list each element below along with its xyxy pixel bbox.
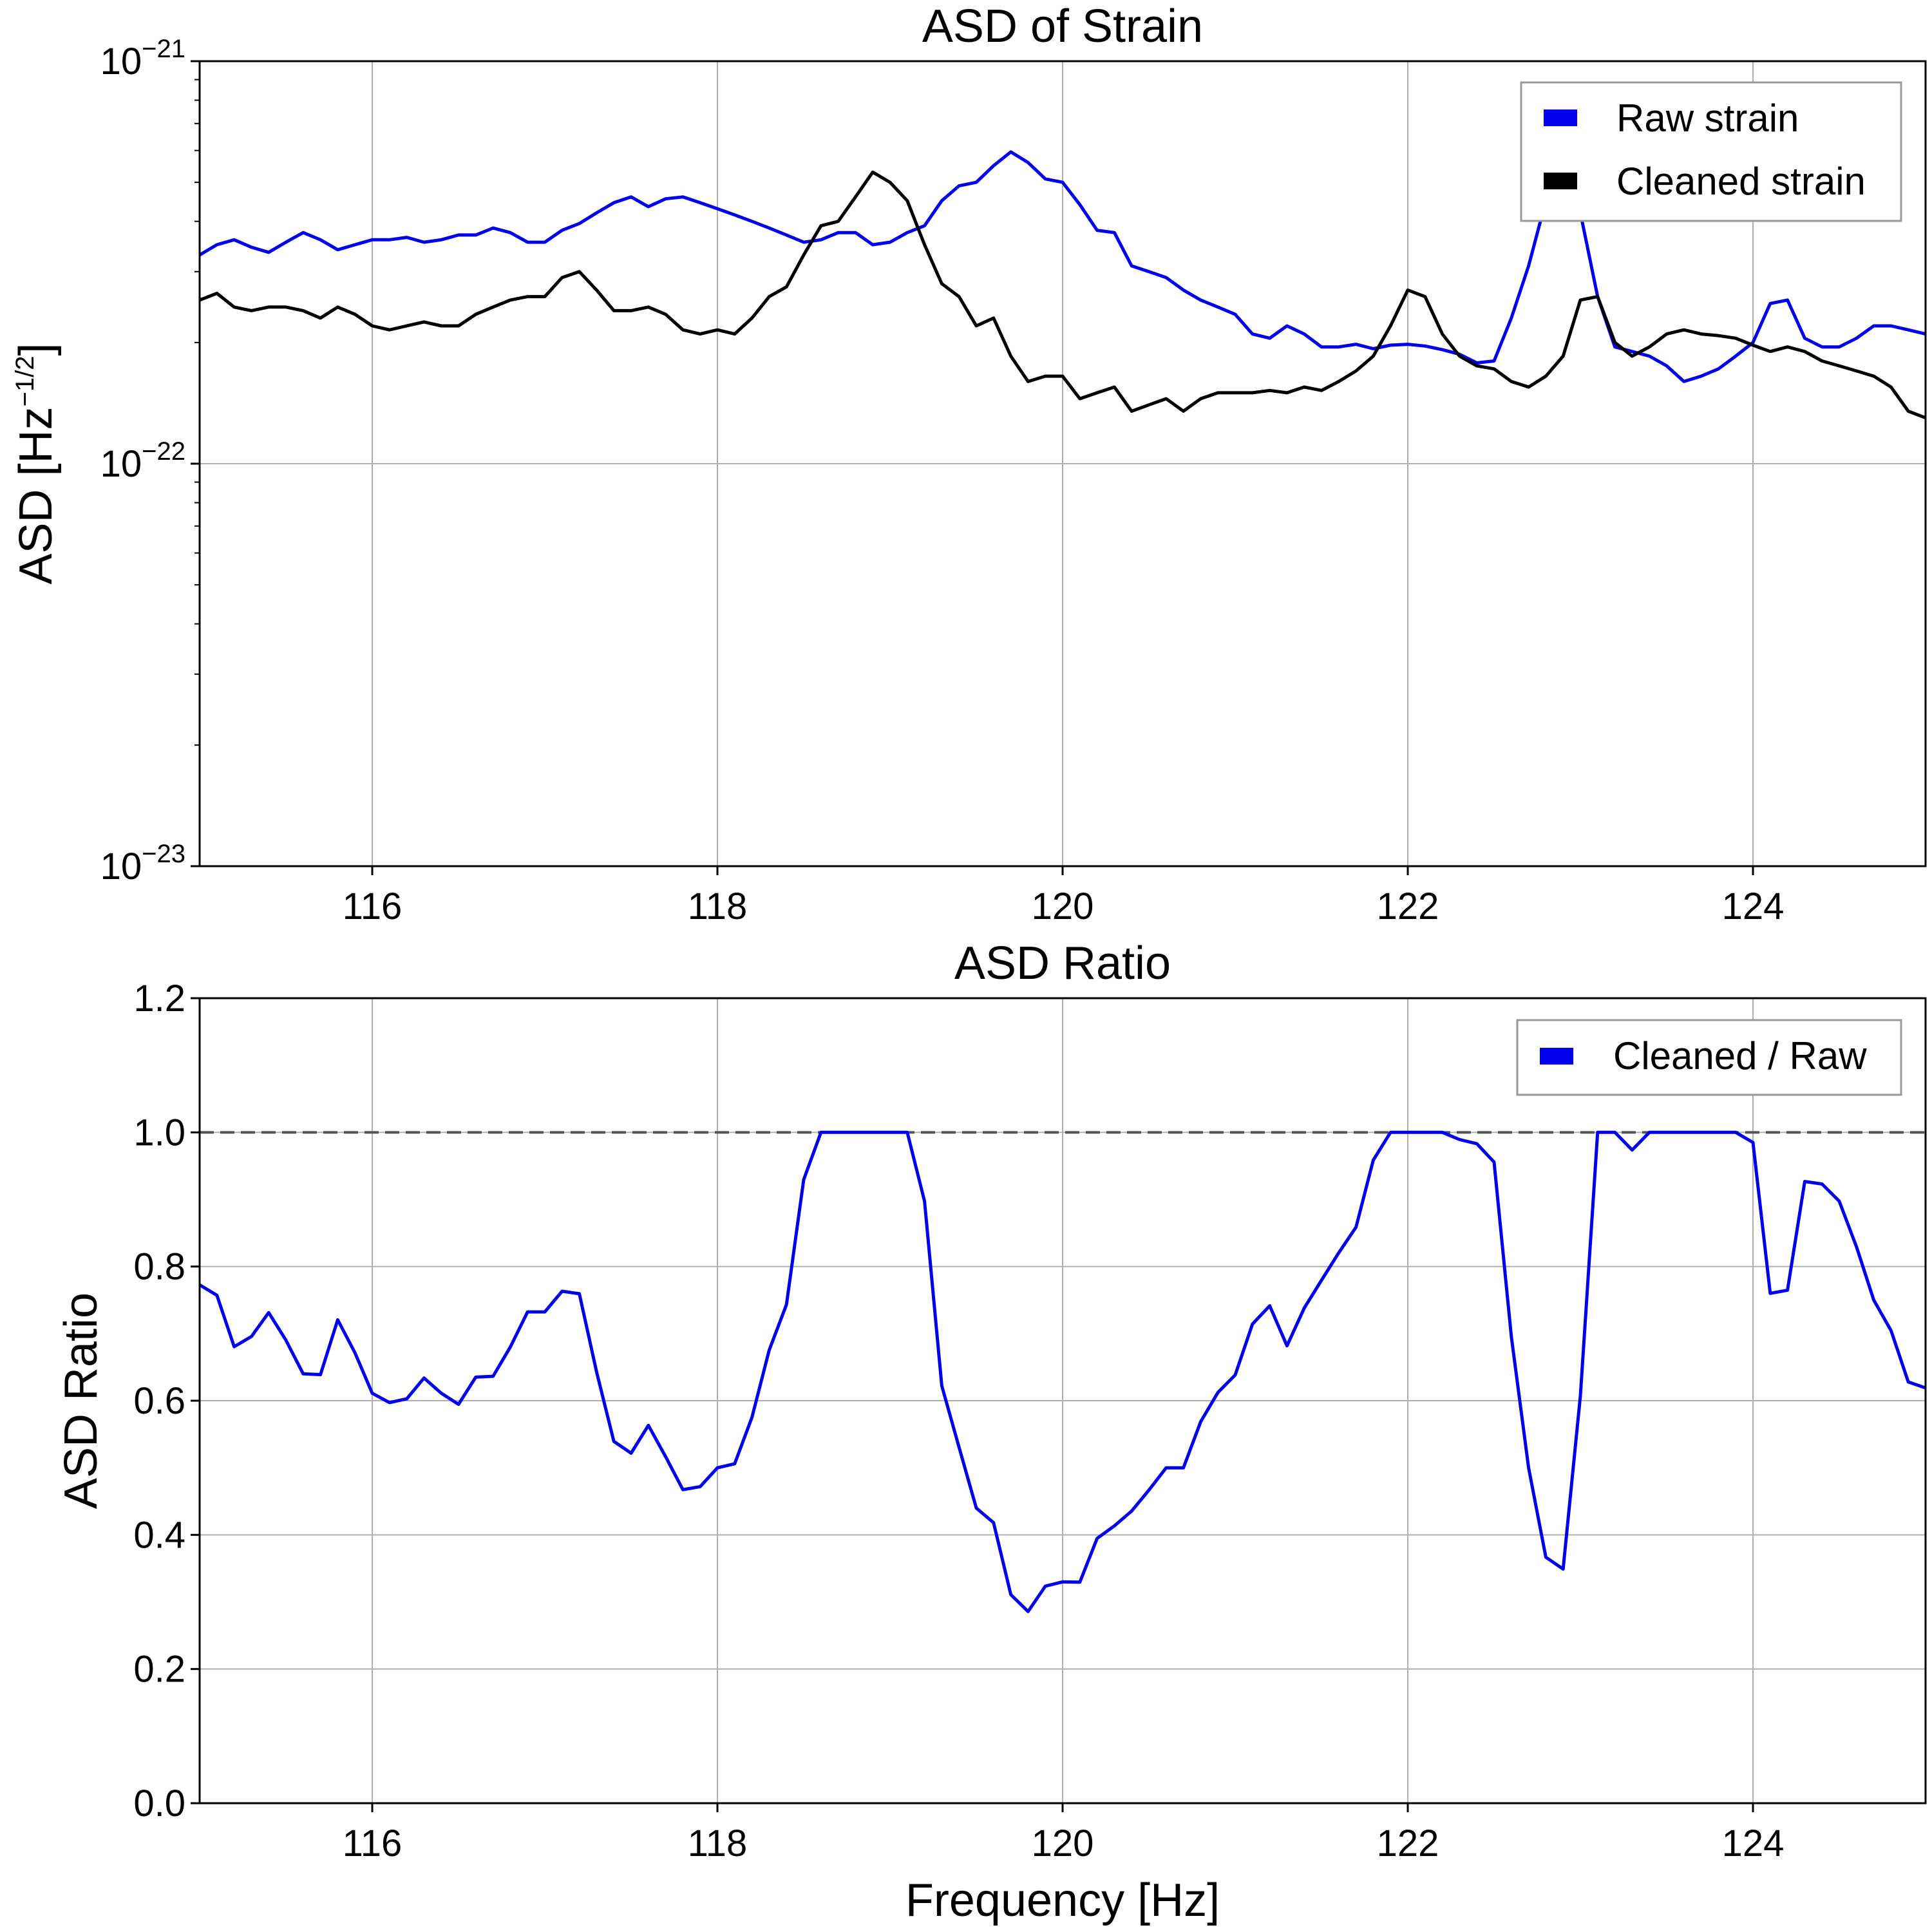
asd-ratio-x-ticks: 116 118 120 122 124 — [343, 1803, 1785, 1864]
y-label-main: ASD [Hz — [10, 406, 62, 584]
asd-ratio-x-tick-label: 124 — [1722, 1823, 1785, 1864]
asd-ratio-x-label: Frequency [Hz] — [905, 1875, 1220, 1926]
asd-ratio-y-tick-label: 0.2 — [133, 1649, 185, 1690]
asd-strain-series — [198, 150, 1926, 420]
y-label-tail: ] — [10, 343, 62, 355]
legend-swatch-cleaned — [1544, 173, 1577, 189]
asd-strain-panel: ASD of Strain 116 118 120 122 124 10−23 10−22… — [10, 1, 1927, 927]
asd-strain-y-tick-label: 10−22 — [100, 437, 185, 485]
asd-ratio-y-tick-label: 1.0 — [133, 1112, 185, 1153]
asd-ratio-series — [198, 1130, 1926, 1613]
asd-strain-y-tick-label: 10−21 — [100, 35, 185, 82]
asd-strain-y-tick-label: 10−23 — [100, 840, 185, 887]
asd-ratio-title: ASD Ratio — [954, 938, 1171, 989]
asd-ratio-x-tick-label: 120 — [1032, 1823, 1094, 1864]
asd-strain-series-line-1 — [199, 170, 1926, 420]
legend-label-raw: Raw strain — [1616, 97, 1799, 140]
legend-label-cleaned: Cleaned strain — [1616, 160, 1866, 203]
asd-ratio-series-line-0 — [198, 1130, 1926, 1613]
asd-strain-title: ASD of Strain — [922, 1, 1203, 52]
asd-ratio-legend: Cleaned / Raw — [1516, 1019, 1902, 1096]
asd-strain-x-tick-label: 122 — [1377, 886, 1439, 927]
asd-strain-y-label: ASD [Hz−1/2] — [10, 343, 62, 584]
asd-strain-x-tick-label: 116 — [343, 886, 402, 927]
legend-box-ratio — [1516, 1019, 1902, 1096]
asd-ratio-y-tick-label: 0.6 — [133, 1380, 185, 1422]
asd-ratio-y-tick-label: 0.4 — [133, 1514, 185, 1556]
legend-box — [1520, 81, 1902, 222]
asd-strain-x-ticks: 116 118 120 122 124 — [343, 866, 1785, 927]
y-label-superscript: −1/2 — [11, 356, 39, 407]
asd-strain-x-tick-label: 124 — [1722, 886, 1785, 927]
legend-label-ratio: Cleaned / Raw — [1613, 1034, 1867, 1077]
legend-swatch-raw — [1544, 109, 1577, 126]
asd-strain-legend: Raw strain Cleaned strain — [1520, 81, 1902, 222]
asd-ratio-x-tick-label: 122 — [1377, 1823, 1439, 1864]
asd-ratio-y-ticks: 0.0 0.2 0.4 0.6 0.8 1.0 1.2 — [133, 978, 200, 1824]
asd-ratio-y-label: ASD Ratio — [55, 1293, 107, 1509]
asd-ratio-x-tick-label: 118 — [688, 1823, 747, 1864]
asd-strain-x-tick-label: 118 — [688, 886, 747, 927]
asd-strain-y-ticks: 10−23 10−22 10−21 — [100, 35, 200, 887]
asd-ratio-panel: ASD Ratio 116 118 120 122 124 0.00.20.40.60.… — [55, 938, 1927, 1926]
asd-ratio-y-tick-label: 1.2 — [133, 978, 185, 1019]
legend-swatch-ratio — [1540, 1048, 1573, 1065]
asd-strain-x-tick-label: 120 — [1032, 886, 1094, 927]
asd-ratio-y-tick-label: 0.0 — [133, 1783, 185, 1824]
asd-ratio-y-tick-label: 0.8 — [133, 1246, 185, 1288]
asd-ratio-x-tick-label: 116 — [343, 1823, 402, 1864]
